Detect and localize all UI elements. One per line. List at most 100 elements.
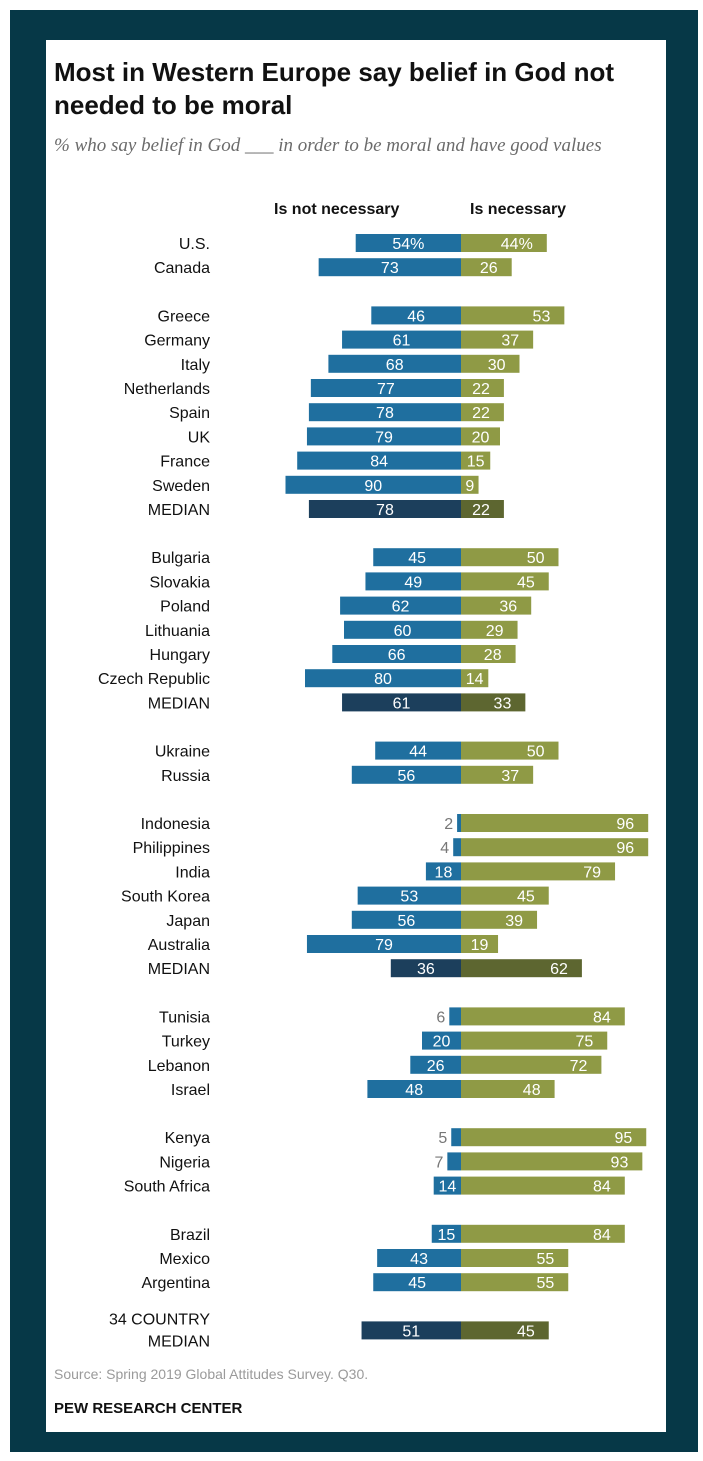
bar-not-necessary-italy — [328, 354, 461, 373]
value-necessary-japan: 39 — [505, 913, 523, 930]
bar-not-necessary-mexico — [377, 1249, 461, 1267]
column-header-necessary: Is necessary — [470, 201, 567, 218]
bar-necessary-india — [461, 862, 616, 881]
row-label-south-korea: South Korea — [121, 889, 210, 906]
row-label-34-country-median-line0: 34 COUNTRY — [109, 1311, 210, 1328]
bar-necessary-ukraine — [461, 741, 559, 760]
value-necessary-lebanon: 72 — [570, 1058, 588, 1075]
row-label-lebanon: Lebanon — [148, 1058, 210, 1075]
chart-title: Most in Western Europe say belief in God… — [54, 57, 615, 120]
bar-not-necessary-ukraine — [375, 741, 461, 760]
value-not-necessary-mexico: 43 — [410, 1251, 428, 1268]
bar-not-necessary-greece — [371, 306, 461, 325]
value-necessary-netherlands: 22 — [472, 381, 490, 398]
value-not-necessary-france: 84 — [370, 454, 388, 471]
value-not-necessary-bulgaria: 45 — [408, 550, 426, 567]
value-not-necessary-philippines: 4 — [440, 840, 449, 857]
value-not-necessary-uk: 79 — [375, 429, 393, 446]
bar-necessary-greece — [461, 306, 565, 325]
value-necessary-italy: 30 — [488, 357, 506, 374]
bar-necessary-france — [461, 451, 491, 470]
bar-not-necessary-sweden — [285, 475, 461, 494]
bar-necessary-argentina — [461, 1273, 569, 1292]
value-necessary-nigeria: 93 — [611, 1154, 629, 1171]
value-necessary-israel: 48 — [523, 1082, 541, 1099]
bar-not-necessary-japan — [351, 910, 461, 929]
row-label-median: MEDIAN — [148, 961, 210, 978]
bar-necessary-nigeria — [461, 1152, 643, 1171]
value-not-necessary-russia: 56 — [398, 768, 416, 785]
bar-necessary-spain — [461, 403, 504, 422]
bar-not-necessary-lebanon — [410, 1055, 461, 1074]
bar-not-necessary-brazil — [431, 1224, 461, 1243]
value-necessary-brazil: 84 — [593, 1227, 611, 1244]
value-not-necessary-kenya: 5 — [438, 1130, 447, 1147]
bar-not-necessary-nigeria — [447, 1152, 461, 1171]
value-not-necessary-nigeria: 7 — [434, 1154, 443, 1171]
value-not-necessary-poland: 62 — [392, 599, 410, 616]
row-label-nigeria: Nigeria — [159, 1154, 210, 1171]
bar-not-necessary-israel — [367, 1080, 461, 1098]
bar-necessary-poland — [461, 596, 532, 615]
bar-necessary-median — [461, 693, 526, 712]
value-not-necessary-argentina: 45 — [408, 1275, 426, 1292]
row-label-philippines: Philippines — [133, 840, 210, 857]
bar-necessary-philippines — [461, 838, 649, 857]
bar-not-necessary-lithuania — [344, 620, 461, 639]
value-necessary-lithuania: 29 — [486, 623, 504, 640]
value-not-necessary-indonesia: 2 — [444, 816, 453, 833]
value-not-necessary-greece: 46 — [407, 308, 425, 325]
row-label-u-s: U.S. — [179, 236, 210, 253]
value-necessary-india: 79 — [583, 864, 601, 881]
value-necessary-uk: 20 — [472, 429, 490, 446]
row-label-hungary: Hungary — [150, 647, 210, 664]
value-not-necessary-tunisia: 6 — [436, 1009, 445, 1026]
bar-not-necessary-slovakia — [365, 572, 461, 591]
value-necessary-slovakia: 45 — [517, 574, 535, 591]
bar-not-necessary-34-country-median — [361, 1321, 461, 1340]
row-label-mexico: Mexico — [159, 1251, 210, 1268]
row-label-slovakia: Slovakia — [150, 574, 211, 591]
value-necessary-tunisia: 84 — [593, 1009, 611, 1026]
bar-not-necessary-uk — [306, 427, 461, 446]
row-label-italy: Italy — [181, 357, 210, 374]
bar-not-necessary-australia — [306, 935, 461, 953]
brand-logo-text: PEW RESEARCH CENTER — [54, 1400, 243, 1417]
bar-necessary-sweden — [461, 475, 479, 494]
value-necessary-u-s: 44% — [501, 236, 533, 253]
bar-necessary-median — [461, 959, 582, 978]
row-label-canada: Canada — [154, 260, 210, 277]
value-necessary-median: 22 — [472, 502, 490, 519]
row-label-russia: Russia — [161, 768, 210, 785]
bar-not-necessary-russia — [351, 765, 461, 784]
value-not-necessary-ukraine: 44 — [409, 744, 427, 761]
bar-not-necessary-argentina — [373, 1273, 461, 1292]
row-label-indonesia: Indonesia — [141, 816, 210, 833]
bar-necessary-slovakia — [461, 572, 549, 591]
row-label-poland: Poland — [160, 599, 210, 616]
chart-subtitle: % who say belief in God ___ in order to … — [54, 135, 602, 156]
value-not-necessary-34-country-median: 51 — [402, 1323, 420, 1340]
value-not-necessary-turkey: 20 — [433, 1034, 451, 1051]
bar-necessary-turkey — [461, 1031, 608, 1050]
bar-not-necessary-indonesia — [457, 814, 461, 832]
value-necessary-greece: 53 — [533, 308, 551, 325]
value-not-necessary-slovakia: 49 — [404, 574, 422, 591]
bar-necessary-australia — [461, 935, 499, 953]
row-label-brazil: Brazil — [170, 1227, 210, 1244]
value-necessary-south-korea: 45 — [517, 889, 535, 906]
value-necessary-germany: 37 — [501, 333, 519, 350]
value-not-necessary-median: 61 — [393, 695, 411, 712]
row-label-median: MEDIAN — [148, 502, 210, 519]
row-label-india: India — [175, 864, 210, 881]
row-label-spain: Spain — [169, 405, 210, 422]
bar-necessary-lebanon — [461, 1055, 602, 1074]
value-not-necessary-spain: 78 — [376, 405, 394, 422]
bar-necessary-israel — [461, 1080, 555, 1098]
value-necessary-australia: 19 — [471, 937, 489, 954]
value-necessary-russia: 37 — [501, 768, 519, 785]
value-necessary-france: 15 — [467, 454, 485, 471]
value-not-necessary-israel: 48 — [405, 1082, 423, 1099]
row-label-turkey: Turkey — [162, 1034, 210, 1051]
value-necessary-median: 62 — [550, 961, 568, 978]
